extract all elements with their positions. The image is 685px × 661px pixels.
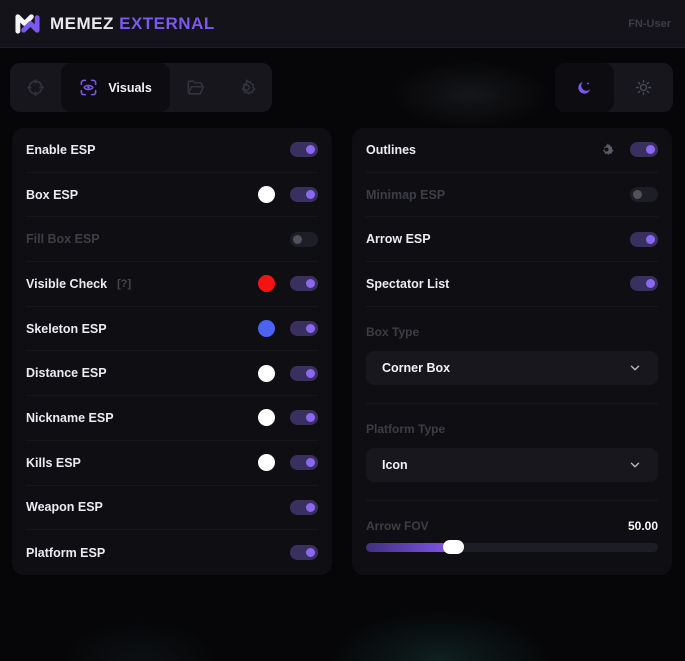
setting-label: Box ESP bbox=[26, 187, 79, 202]
setting-label: Fill Box ESP bbox=[26, 232, 100, 247]
theme-switch bbox=[555, 63, 673, 112]
box-type-label: Box Type bbox=[366, 324, 420, 339]
platform-type-group: Platform Type Icon bbox=[366, 404, 658, 501]
arrow-esp-toggle[interactable] bbox=[630, 231, 658, 247]
username-label: FN-User bbox=[628, 17, 671, 30]
arrow-fov-value: 50.00 bbox=[627, 518, 658, 533]
tab-visuals-label: Visuals bbox=[108, 80, 152, 95]
setting-label: Weapon ESP bbox=[26, 500, 103, 515]
box-type-select[interactable]: Corner Box bbox=[366, 350, 658, 385]
theme-dark-button[interactable] bbox=[555, 63, 614, 112]
setting-row-distance-esp: Distance ESP bbox=[26, 351, 318, 397]
kills-esp-toggle[interactable] bbox=[290, 455, 318, 471]
folder-icon bbox=[187, 80, 205, 95]
box-esp-toggle[interactable] bbox=[290, 187, 318, 203]
setting-label: Kills ESP bbox=[26, 455, 81, 470]
tab-visuals[interactable]: Visuals bbox=[60, 63, 171, 112]
gear-icon bbox=[241, 79, 256, 95]
box-type-value: Corner Box bbox=[382, 360, 451, 375]
tab-configs[interactable] bbox=[170, 63, 221, 112]
brand-suffix: EXTERNAL bbox=[119, 13, 215, 33]
slider-knob[interactable] bbox=[442, 540, 464, 555]
background-art bbox=[330, 610, 550, 661]
visible-check-color-swatch[interactable] bbox=[258, 275, 275, 293]
setting-row-nickname-esp: Nickname ESP bbox=[26, 396, 318, 441]
setting-label: Minimap ESP bbox=[366, 187, 446, 202]
outlines-toggle[interactable] bbox=[630, 142, 658, 158]
spectator-list-toggle[interactable] bbox=[630, 276, 658, 292]
esp-settings-panel: Enable ESP Box ESP Fill Box ESP Visible … bbox=[12, 128, 332, 575]
setting-row-enable-esp: Enable ESP bbox=[26, 128, 318, 173]
platform-type-label: Platform Type bbox=[366, 421, 446, 436]
nickname-esp-color-swatch[interactable] bbox=[258, 409, 275, 427]
setting-label: Outlines bbox=[366, 142, 417, 157]
crosshair-icon bbox=[27, 79, 44, 96]
distance-esp-color-swatch[interactable] bbox=[258, 364, 275, 382]
arrow-fov-label: Arrow FOV bbox=[366, 518, 429, 533]
esp-extra-settings-panel: Outlines Minimap ESP Arrow ESP Spectator… bbox=[352, 128, 672, 575]
setting-row-weapon-esp: Weapon ESP bbox=[26, 486, 318, 531]
background-art bbox=[390, 60, 550, 130]
visible-check-toggle[interactable] bbox=[290, 276, 318, 292]
tab-aim[interactable] bbox=[10, 63, 61, 112]
help-hint[interactable]: [?] bbox=[117, 277, 132, 290]
arrow-fov-header: Arrow FOV 50.00 bbox=[366, 501, 658, 543]
setting-label: Spectator List bbox=[366, 276, 450, 291]
memez-logo-icon bbox=[15, 14, 40, 34]
platform-type-value: Icon bbox=[382, 457, 408, 472]
box-esp-color-swatch[interactable] bbox=[258, 186, 275, 204]
chevron-down-icon bbox=[628, 458, 642, 472]
distance-esp-toggle[interactable] bbox=[290, 365, 318, 381]
scan-eye-icon bbox=[80, 79, 97, 96]
fill-box-esp-toggle[interactable] bbox=[290, 231, 318, 247]
platform-esp-toggle[interactable] bbox=[290, 545, 318, 561]
setting-label: Arrow ESP bbox=[366, 232, 431, 247]
skeleton-esp-color-swatch[interactable] bbox=[258, 320, 275, 338]
setting-row-skeleton-esp: Skeleton ESP bbox=[26, 307, 318, 352]
minimap-esp-toggle[interactable] bbox=[630, 187, 658, 203]
brand-name: MEMEZ bbox=[50, 13, 114, 33]
setting-row-platform-esp: Platform ESP bbox=[26, 530, 318, 575]
arrow-fov-slider[interactable] bbox=[366, 540, 658, 555]
setting-label: Nickname ESP bbox=[26, 410, 114, 425]
platform-type-select[interactable]: Icon bbox=[366, 447, 658, 482]
enable-esp-toggle[interactable] bbox=[290, 142, 318, 158]
setting-row-visible-check: Visible Check [?] bbox=[26, 262, 318, 307]
moon-icon bbox=[578, 81, 591, 94]
nickname-esp-toggle[interactable] bbox=[290, 410, 318, 426]
setting-row-minimap-esp: Minimap ESP bbox=[366, 173, 658, 218]
nav-toolbar: Visuals bbox=[10, 63, 272, 112]
gear-icon bbox=[602, 143, 614, 156]
kills-esp-color-swatch[interactable] bbox=[258, 454, 275, 472]
setting-label: Platform ESP bbox=[26, 545, 106, 560]
setting-row-arrow-esp: Arrow ESP bbox=[366, 217, 658, 263]
setting-row-outlines: Outlines bbox=[366, 128, 658, 173]
weapon-esp-toggle[interactable] bbox=[290, 499, 318, 515]
outlines-settings-button[interactable] bbox=[599, 142, 614, 157]
setting-label: Enable ESP bbox=[26, 142, 96, 157]
app-title: MEMEZ EXTERNAL bbox=[50, 14, 215, 34]
theme-light-button[interactable] bbox=[614, 63, 673, 112]
slider-fill bbox=[366, 542, 454, 552]
setting-label: Visible Check bbox=[26, 276, 108, 291]
title-bar: MEMEZ EXTERNAL FN-User bbox=[0, 0, 685, 48]
chevron-down-icon bbox=[628, 361, 642, 375]
setting-label: Skeleton ESP bbox=[26, 321, 107, 336]
setting-row-box-esp: Box ESP bbox=[26, 173, 318, 218]
sun-icon bbox=[635, 79, 652, 96]
skeleton-esp-toggle[interactable] bbox=[290, 321, 318, 337]
background-art bbox=[60, 620, 220, 661]
tab-settings[interactable] bbox=[221, 63, 272, 112]
box-type-group: Box Type Corner Box bbox=[366, 307, 658, 404]
setting-row-spectator-list: Spectator List bbox=[366, 262, 658, 307]
setting-label: Distance ESP bbox=[26, 366, 107, 381]
setting-row-fill-box-esp: Fill Box ESP bbox=[26, 217, 318, 263]
setting-row-kills-esp: Kills ESP bbox=[26, 441, 318, 486]
